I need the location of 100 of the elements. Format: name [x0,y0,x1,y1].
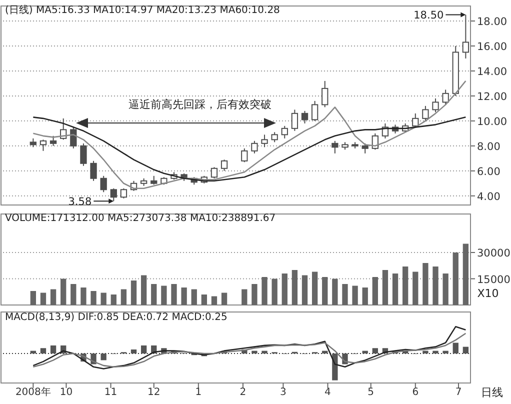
bar [362,350,368,354]
bar [372,277,378,305]
x-tick-label: 4 [324,387,331,398]
y-tick-label: 12.00 [477,90,508,103]
bar [452,342,458,354]
x-tick-label: 7 [455,387,462,398]
bar [452,252,458,305]
bar [282,274,288,305]
bar [322,277,328,305]
y-tick-label: 14.00 [477,66,508,78]
bar [382,270,388,305]
candlestick [251,140,258,154]
candlestick [261,134,268,148]
bar [322,350,328,354]
y-tick-label: 8.00 [477,140,500,153]
candlestick [332,140,338,154]
bar [462,244,469,305]
x-tick-label: 2 [240,387,246,398]
bar [181,288,187,305]
y-tick-label: 4.00 [477,190,500,203]
line-series [32,116,466,182]
bar [130,349,137,354]
bar [422,350,428,354]
candlestick [220,159,228,172]
annotation: 18.50 [414,10,444,22]
bar [262,350,268,354]
candlestick [462,14,470,59]
bar [432,350,438,354]
bar [392,274,398,305]
annotation: 逼近前高先回踩，后有效突破 [128,98,272,111]
bar [70,284,76,305]
bar [272,278,278,305]
candlestick [241,148,248,163]
bar [352,286,358,305]
candlestick [40,139,47,152]
x-tick-label: 10 [60,387,73,398]
candlestick [322,80,328,108]
y-tick-label: 16.00 [477,40,508,53]
candlestick [271,132,278,143]
bar [372,348,378,354]
candlestick [291,109,298,132]
bar [262,277,268,305]
x-tick-label: 6 [412,387,419,398]
bar [252,350,258,354]
candlestick [362,142,368,154]
x-tick-label: 1 [195,387,202,398]
candlestick [120,188,128,199]
bar [412,272,418,305]
bar [211,296,218,305]
y-tick-label: 15000 [477,274,510,286]
y-tick-label: 30000 [477,248,510,260]
candlestick [311,100,318,122]
bar [40,292,46,305]
x-tick-label: 5 [368,387,374,398]
bar [140,345,147,354]
bar [242,289,248,305]
candlestick [442,89,449,106]
bar [80,288,86,305]
bar [40,348,46,354]
bar [30,291,36,305]
x-tick-label: 2008年 [15,386,51,398]
bar [292,270,298,305]
bar [442,274,448,305]
bar [151,284,157,305]
candlestick [412,112,419,128]
bar [362,288,368,305]
bar [30,350,36,354]
bar [422,263,428,305]
bar [201,294,207,305]
candlestick [110,188,117,202]
bar [462,346,469,354]
candlestick [50,135,57,146]
y-tick-label: 10.00 [477,116,508,128]
bar [252,284,258,305]
candlestick [80,142,87,166]
bar [332,278,338,305]
bar [442,350,448,354]
bar [161,286,167,305]
bar [120,289,127,305]
bar [302,275,308,305]
bar [100,292,106,305]
candlestick [70,126,77,149]
bar [432,266,438,305]
bar [342,284,348,305]
x-tick-label: 12 [148,387,160,398]
candlestick [90,160,97,182]
candlestick [422,105,429,122]
candlestick [100,175,107,193]
bar [312,272,318,305]
bar [221,292,228,305]
line-series [32,80,466,190]
bar [100,354,106,360]
candlestick [210,166,218,179]
bar [332,354,338,380]
chart-title: MACD(8,13,9) DIF:0.85 DEA:0.72 MACD:0.25 [5,312,228,323]
bar [130,280,137,305]
x-tick-label: 11 [104,387,118,398]
annotation: 3.58 [68,196,92,208]
chart-title: (日线) MA5:16.33 MA10:14.97 MA20:13.23 MA60:10.28 [5,4,280,16]
y-tick-label: 18.00 [477,16,508,28]
